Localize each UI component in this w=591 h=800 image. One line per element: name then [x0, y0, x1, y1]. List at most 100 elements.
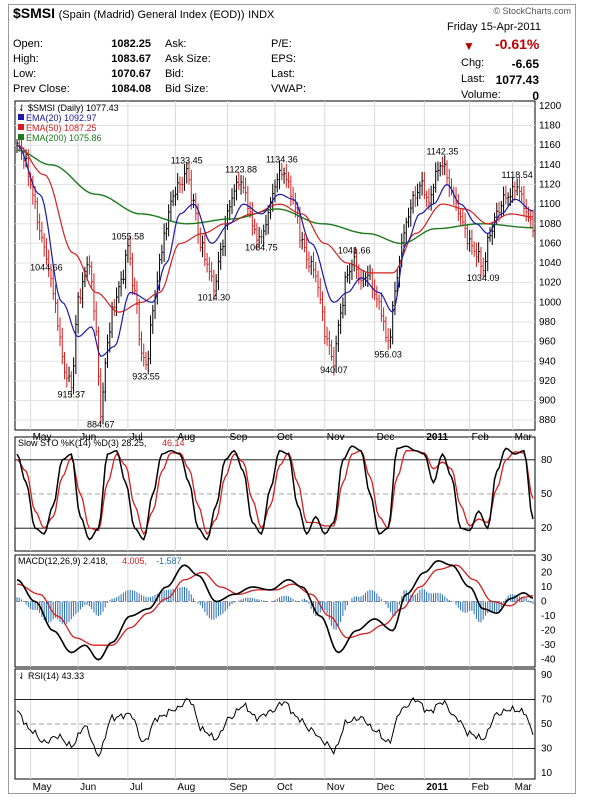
- month-label: Feb: [472, 432, 490, 443]
- price-tick-label: 1060: [539, 238, 562, 249]
- quote-label-chg: Chg:: [461, 57, 485, 69]
- price-annotation: 915.37: [58, 389, 86, 399]
- macd-legend-entry: 4.005,: [122, 556, 147, 566]
- month-label: Aug: [177, 432, 195, 443]
- month-label: Sep: [229, 432, 247, 443]
- macd-tick-label: -10: [541, 611, 556, 622]
- quote-value-last: 1077.43: [495, 73, 539, 87]
- legend-swatch: [18, 124, 24, 130]
- quote-value-low: 1070.67: [111, 68, 151, 80]
- rsi-tick-label: 10: [541, 768, 553, 779]
- quote-label-pe: P/E:: [271, 38, 292, 50]
- month-label: Oct: [277, 782, 293, 793]
- macd-tick-label: -40: [541, 655, 556, 666]
- change-percent: -0.61%: [495, 36, 540, 52]
- macd-tick-label: 20: [541, 567, 553, 578]
- legend-swatch: [18, 114, 24, 120]
- rsi-tick-label: 30: [541, 743, 553, 754]
- quote-value-volume: 0: [532, 89, 539, 103]
- price-tick-label: 1040: [539, 258, 562, 269]
- sto-k-line: [16, 445, 534, 541]
- macd-legend-entry: MACD(12,26,9) 2.418,: [18, 556, 108, 566]
- quote-label-prev-close: Prev Close:: [13, 83, 70, 95]
- macd-line: [16, 559, 534, 661]
- price-tick-label: 940: [539, 356, 556, 367]
- price-annotation: 933.55: [132, 372, 160, 382]
- month-label: May: [33, 782, 52, 793]
- macd-tick-label: 10: [541, 582, 553, 593]
- price-annotation: 956.03: [374, 350, 402, 360]
- quote-label-bid-size: Bid Size:: [165, 83, 209, 95]
- macd-tick-label: -20: [541, 626, 556, 637]
- price-annotation: 1034.09: [467, 273, 500, 283]
- ema20-line: [16, 144, 534, 358]
- month-label: Mar: [515, 432, 533, 443]
- quote-value-open: 1082.25: [111, 38, 151, 50]
- price-tick-label: 920: [539, 376, 556, 387]
- rsi-tick-label: 70: [541, 695, 553, 706]
- macd-signal-line: [16, 564, 534, 646]
- quote-label-ask-size: Ask Size:: [165, 53, 211, 65]
- quote-value-prev-close: 1084.08: [111, 83, 151, 95]
- rsi-line: [16, 696, 534, 758]
- quote-label-vwap: VWAP:: [271, 83, 307, 95]
- price-tick-label: 960: [539, 337, 556, 348]
- price-tick-label: 1200: [539, 101, 562, 112]
- price-annotation: 1133.45: [171, 155, 203, 165]
- quote-label-open: Open:: [13, 38, 43, 50]
- quote-label-eps: EPS:: [271, 53, 297, 65]
- quote-label-last2: Last:: [461, 73, 485, 85]
- price-tick-label: 1100: [539, 199, 561, 210]
- price-annotation: 1055.58: [112, 232, 145, 242]
- chart-svg: 8809009209409609801000102010401060108011…: [14, 100, 562, 793]
- month-label: Oct: [277, 432, 293, 443]
- price-annotation: 1123.88: [225, 165, 257, 175]
- macd-tick-label: -30: [541, 640, 556, 651]
- month-label: Aug: [177, 782, 195, 793]
- price-annotation: 1064.75: [245, 243, 278, 253]
- price-annotation: 884.67: [87, 420, 115, 430]
- rsi-tick-label: 90: [541, 670, 553, 681]
- month-label: Jul: [130, 782, 143, 793]
- price-tick-label: 1180: [539, 121, 561, 132]
- legend-swatch: [18, 134, 24, 140]
- sto-tick-label: 20: [541, 523, 553, 534]
- quote-label-last: Last:: [271, 68, 295, 80]
- quote-label-high: High:: [13, 53, 39, 65]
- price-annotation: 1014.30: [198, 292, 231, 302]
- price-annotation: 940.07: [320, 365, 348, 375]
- down-arrow-icon: ▼: [463, 39, 475, 53]
- price-tick-label: 1140: [539, 160, 561, 171]
- chart-title: $SMSI (Spain (Madrid) General Index (EOD…: [13, 5, 275, 21]
- quote-label-bid: Bid:: [165, 68, 184, 80]
- price-tick-label: 1160: [539, 140, 561, 151]
- price-annotation: 1142.35: [427, 147, 459, 157]
- price-annotation: 1044.66: [30, 262, 63, 272]
- month-label: Mar: [515, 782, 533, 793]
- month-label: Nov: [327, 432, 345, 443]
- price-annotation: 1118.54: [502, 170, 533, 180]
- price-tick-label: 1120: [539, 179, 561, 190]
- price-annotation: 1134.36: [266, 154, 298, 164]
- sto-tick-label: 50: [541, 489, 553, 500]
- sto-tick-label: 80: [541, 455, 553, 466]
- price-annotation: 1041.66: [338, 245, 371, 255]
- rsi-tick-label: 50: [541, 719, 553, 730]
- month-label: Jun: [80, 782, 96, 793]
- quote-value-chg: -6.65: [511, 57, 539, 71]
- month-label: Jun: [80, 432, 96, 443]
- watermark: © StockCharts.com: [493, 6, 571, 16]
- quote-value-high: 1083.67: [111, 53, 151, 65]
- legend-entry: EMA(20) 1092.97: [26, 113, 97, 123]
- macd-tick-label: 0: [541, 597, 547, 608]
- legend-entry: EMA(50) 1087.25: [26, 123, 97, 133]
- chart-frame: $SMSI (Spain (Madrid) General Index (EOD…: [8, 4, 576, 794]
- month-label: Feb: [472, 782, 490, 793]
- macd-tick-label: 30: [541, 553, 553, 564]
- month-label: Nov: [327, 782, 345, 793]
- ema50-line: [16, 144, 534, 313]
- sto-legend-entry: 46.14: [162, 438, 185, 448]
- quote-date: Friday 15-Apr-2011: [447, 21, 541, 33]
- price-tick-label: 1020: [539, 278, 562, 289]
- month-label: 2011: [426, 432, 448, 443]
